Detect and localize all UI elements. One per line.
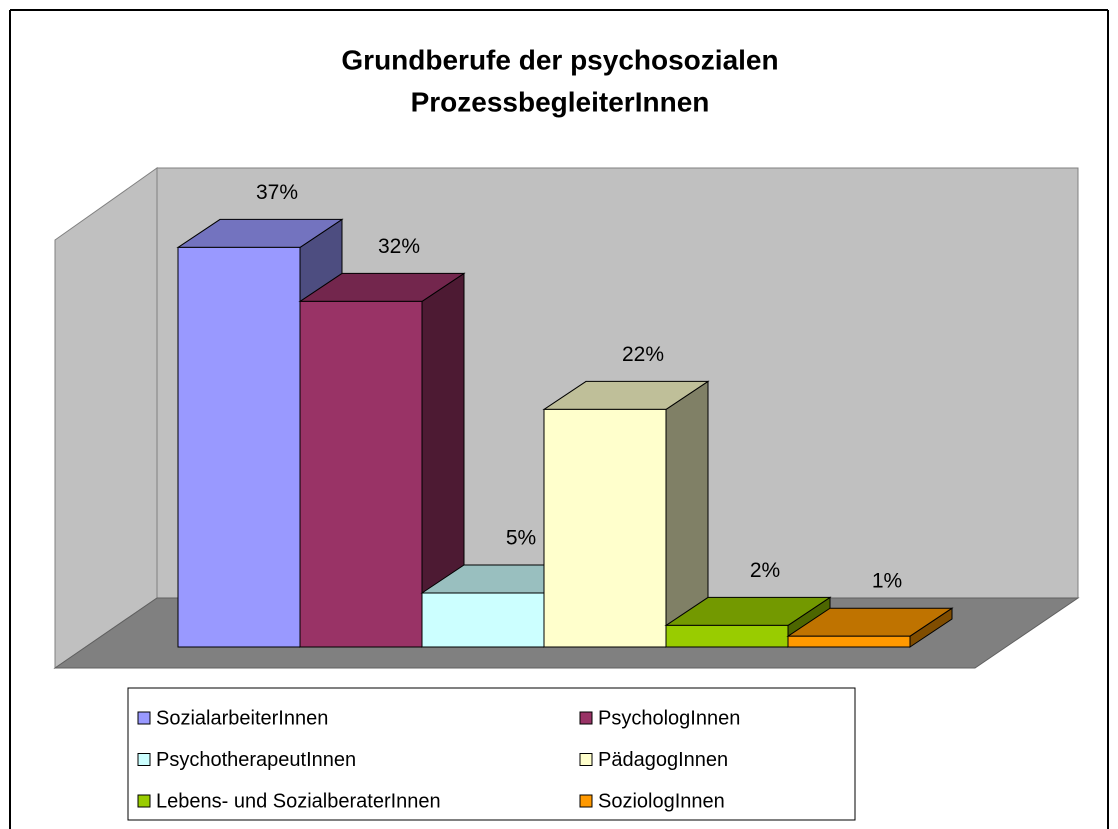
side-wall — [54, 167, 158, 669]
legend-swatch — [137, 753, 151, 766]
value-label: 5% — [506, 527, 536, 550]
legend-label: Lebens- und SozialberaterInnen — [156, 790, 441, 812]
legend-label: PsychotherapeutInnen — [156, 749, 356, 771]
bar — [543, 408, 667, 648]
legend-swatch — [579, 711, 593, 725]
legend-swatch — [579, 794, 593, 808]
value-label: 37% — [256, 181, 298, 204]
value-label: 2% — [750, 559, 780, 582]
legend-swatch — [137, 711, 151, 725]
chart-title: ProzessbegleiterInnen — [411, 86, 710, 117]
legend-swatch — [579, 753, 593, 766]
bar — [177, 246, 301, 648]
legend-swatch — [137, 794, 151, 808]
bar — [421, 592, 545, 648]
bar — [665, 624, 789, 648]
value-label: 1% — [872, 570, 902, 593]
value-label: 32% — [378, 235, 420, 258]
chart-title: Grundberufe der psychosozialen — [341, 44, 778, 75]
legend-label: SozialarbeiterInnen — [156, 707, 328, 729]
legend-label: SoziologInnen — [598, 790, 725, 812]
legend-label: PsychologInnen — [598, 707, 740, 729]
legend-label: PädagogInnen — [598, 749, 728, 771]
legend — [127, 687, 856, 821]
bar — [299, 300, 423, 648]
value-label: 22% — [622, 343, 664, 366]
bar — [787, 635, 911, 648]
